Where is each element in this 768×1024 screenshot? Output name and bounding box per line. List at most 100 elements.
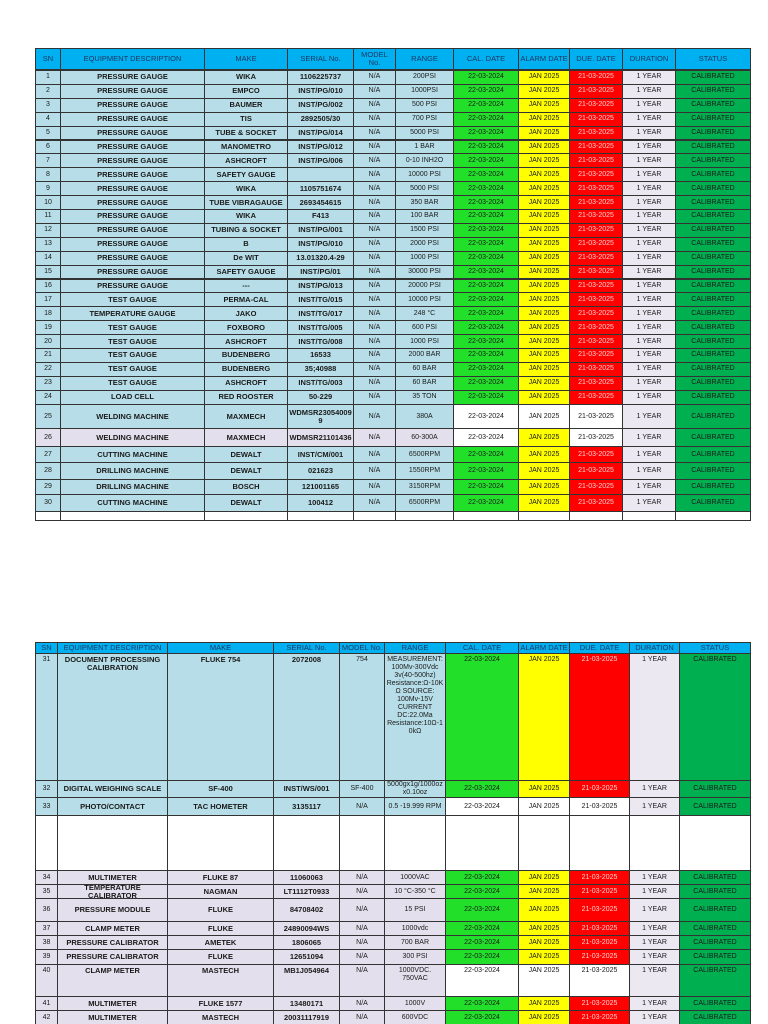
model-cell: N/A [353, 320, 396, 336]
duration-cell: 1 YEAR [622, 125, 676, 141]
cal-date-cell: 22-03-2024 [453, 278, 519, 294]
model-cell: N/A [353, 389, 396, 405]
status-cell: CALIBRATED [679, 935, 751, 950]
alarm-date-cell: JAN 2025 [518, 125, 570, 141]
description-cell: PRESSURE CALIBRATOR [57, 949, 168, 965]
alarm-date-cell: JAN 2025 [518, 153, 570, 169]
range-cell: 60 BAR [395, 375, 454, 391]
range-cell: 1000vdc [384, 921, 446, 936]
alarm-date-cell: JAN 2025 [518, 780, 570, 798]
model-cell: N/A [353, 375, 396, 391]
status-cell: CALIBRATED [675, 83, 751, 99]
cal-date-cell: 22-03-2024 [453, 83, 519, 99]
sn-cell: 2 [35, 83, 61, 99]
duration-cell: 1 YEAR [622, 462, 676, 480]
cal-date-cell: 22-03-2024 [445, 921, 519, 936]
serial-cell: INST/PG/001 [287, 222, 354, 238]
make-cell: DEWALT [204, 494, 288, 512]
status-cell: CALIBRATED [675, 494, 751, 512]
blank-cell [679, 815, 751, 871]
alarm-date-cell: JAN 2025 [518, 428, 570, 447]
serial-cell: 16533 [287, 348, 354, 363]
make-cell: ASHCROFT [204, 334, 288, 349]
make-cell: FLUKE 1577 [167, 996, 274, 1011]
model-cell: N/A [353, 111, 396, 127]
cal-date-cell: 22-03-2024 [453, 222, 519, 238]
header-cell: STATUS [675, 48, 751, 70]
duration-cell: 1 YEAR [629, 884, 680, 899]
duration-cell: 1 YEAR [622, 446, 676, 463]
sn-cell: 21 [35, 348, 61, 363]
duration-cell: 1 YEAR [629, 996, 680, 1011]
sn-cell: 7 [35, 153, 61, 169]
model-cell: N/A [339, 884, 385, 899]
model-cell: N/A [339, 870, 385, 885]
due-date-cell: 21-03-2025 [569, 83, 623, 99]
alarm-date-cell: JAN 2025 [518, 195, 570, 210]
blank-cell [629, 815, 680, 871]
header-cell: MODEL No. [353, 48, 396, 70]
alarm-date-cell: JAN 2025 [518, 139, 570, 155]
duration-cell: 1 YEAR [622, 320, 676, 336]
description-cell: WELDING MACHINE [60, 404, 205, 429]
make-cell: TIS [204, 111, 288, 127]
duration-cell: 1 YEAR [622, 97, 676, 113]
description-cell: PRESSURE GAUGE [60, 139, 205, 155]
range-cell: 5000 PSI [395, 181, 454, 197]
make-cell: WIKA [204, 70, 288, 85]
model-cell: N/A [339, 949, 385, 965]
sn-cell: 35 [35, 884, 58, 899]
cal-date-cell: 22-03-2024 [453, 139, 519, 155]
duration-cell: 1 YEAR [622, 404, 676, 429]
range-cell: 500 PSI [395, 97, 454, 113]
model-cell: SF-400 [339, 780, 385, 798]
sn-cell: 23 [35, 375, 61, 391]
due-date-cell: 21-03-2025 [569, 139, 623, 155]
duration-cell: 1 YEAR [629, 1010, 680, 1024]
serial-cell: 12651094 [273, 949, 340, 965]
due-date-cell: 21-03-2025 [569, 250, 623, 266]
sn-cell: 17 [35, 292, 61, 308]
description-cell: PRESSURE GAUGE [60, 278, 205, 294]
sn-cell: 11 [35, 209, 61, 224]
alarm-date-cell: JAN 2025 [518, 446, 570, 463]
due-date-cell: 21-03-2025 [569, 125, 623, 141]
sn-cell: 38 [35, 935, 58, 950]
duration-cell: 1 YEAR [629, 964, 680, 997]
due-date-cell: 21-03-2025 [569, 264, 623, 280]
description-cell: PHOTO/CONTACT [57, 797, 168, 816]
blank-cell [453, 511, 519, 521]
header-cell: DUE. DATE [569, 48, 623, 70]
model-cell: N/A [339, 935, 385, 950]
status-cell: CALIBRATED [675, 375, 751, 391]
serial-cell: 021623 [287, 462, 354, 480]
make-cell: MAXMECH [204, 404, 288, 429]
description-cell: TEST GAUGE [60, 320, 205, 336]
model-cell: N/A [353, 348, 396, 363]
status-cell: CALIBRATED [679, 884, 751, 899]
duration-cell: 1 YEAR [622, 479, 676, 495]
description-cell: PRESSURE MODULE [57, 898, 168, 922]
model-cell: N/A [353, 306, 396, 322]
cal-date-cell: 22-03-2024 [453, 428, 519, 447]
cal-date-cell: 22-03-2024 [453, 446, 519, 463]
sn-cell: 10 [35, 195, 61, 210]
alarm-date-cell: JAN 2025 [518, 209, 570, 224]
blank-cell [339, 815, 385, 871]
due-date-cell: 21-03-2025 [569, 361, 623, 377]
sn-cell: 8 [35, 167, 61, 183]
due-date-cell: 21-03-2025 [569, 236, 623, 252]
blank-cell [167, 815, 274, 871]
make-cell: MASTECH [167, 1010, 274, 1024]
alarm-date-cell: JAN 2025 [518, 375, 570, 391]
due-date-cell: 21-03-2025 [569, 389, 623, 405]
sn-cell: 32 [35, 780, 58, 798]
sn-cell: 20 [35, 334, 61, 349]
due-date-cell: 21-03-2025 [569, 428, 623, 447]
sn-cell: 30 [35, 494, 61, 512]
duration-cell: 1 YEAR [622, 428, 676, 447]
description-cell: PRESSURE GAUGE [60, 209, 205, 224]
duration-cell: 1 YEAR [629, 780, 680, 798]
due-date-cell: 21-03-2025 [569, 446, 623, 463]
range-cell: 60-300A [395, 428, 454, 447]
